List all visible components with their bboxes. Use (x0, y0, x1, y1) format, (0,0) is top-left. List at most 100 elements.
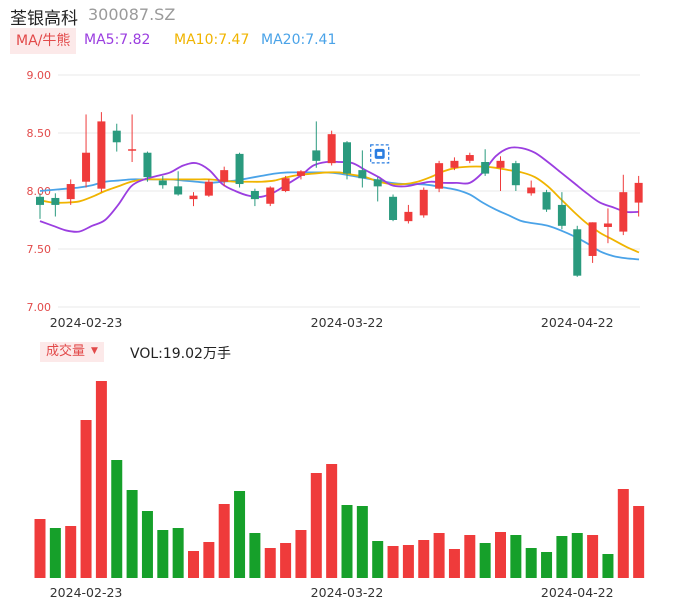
volume-bar (172, 528, 184, 578)
candle-body (51, 197, 60, 205)
candle (97, 112, 106, 193)
volume-bar (249, 533, 261, 578)
candle (496, 156, 505, 191)
candle (481, 149, 490, 176)
marker-frame (370, 144, 390, 164)
volume-bar (525, 548, 537, 578)
volume-bars (34, 381, 645, 578)
volume-bar (34, 519, 46, 578)
volume-bar (341, 505, 353, 578)
price-x-axis: 2024-02-23 2024-03-22 2024-04-22 (50, 315, 614, 330)
candle-body (603, 223, 612, 227)
candle-body (97, 121, 106, 189)
candle-body (588, 222, 597, 256)
candle (358, 150, 367, 188)
candle (250, 188, 259, 207)
candle (557, 192, 566, 230)
candle (511, 160, 520, 191)
volume-bar (111, 460, 123, 578)
candle (174, 171, 183, 196)
volume-bar (264, 548, 276, 578)
volume-x-label: 2024-03-22 (311, 585, 384, 600)
ma5-line (39, 146, 640, 233)
candle (220, 166, 229, 187)
candle-body (527, 187, 536, 194)
volume-selector-label: 成交量 (46, 344, 86, 359)
volume-bar (402, 545, 414, 578)
candle (112, 123, 121, 152)
volume-bar (602, 554, 614, 578)
ma10-line (39, 165, 640, 254)
candlestick-chart[interactable]: 9.00 8.50 8.00 7.50 7.00 2024-02-23 2024-03-2… (0, 0, 686, 340)
candle-body (82, 152, 91, 182)
candle (189, 192, 198, 207)
stock-name: 荃银高科 (10, 9, 78, 29)
candle (619, 174, 628, 236)
candle-body (573, 229, 582, 276)
candle (36, 193, 44, 219)
volume-bar (541, 552, 553, 578)
volume-bar (479, 543, 491, 578)
volume-bar (188, 551, 199, 578)
candle (542, 189, 551, 212)
volume-bar (203, 542, 215, 578)
candle-body (373, 179, 382, 187)
candle (296, 170, 305, 180)
candle-body (235, 153, 244, 185)
candle-body (36, 196, 44, 205)
candle-body (312, 150, 321, 161)
candle (465, 152, 474, 164)
volume-bar (372, 541, 384, 578)
candle (281, 175, 290, 193)
volume-bar (295, 530, 307, 578)
volume-selector-button[interactable]: 成交量 ▼ (40, 342, 104, 362)
candle-body (343, 142, 351, 174)
candle-body (174, 186, 183, 195)
volume-bar (433, 533, 445, 578)
candle (327, 130, 336, 166)
candle-body (128, 149, 137, 151)
volume-chart[interactable]: 2024-02-23 2024-03-22 2024-04-22 (0, 360, 686, 606)
candle-body (66, 184, 75, 200)
price-x-label: 2024-03-22 (311, 315, 384, 330)
price-x-label: 2024-02-23 (50, 315, 123, 330)
volume-bar (280, 543, 292, 578)
ma20-legend: MA20:7.41 (261, 32, 337, 48)
candle (51, 193, 60, 217)
ma20-line (39, 171, 640, 261)
candle-body (358, 170, 367, 179)
volume-bar (356, 506, 368, 578)
price-tick-label: 7.00 (27, 301, 52, 314)
volume-value: VOL:19.02万手 (130, 346, 231, 362)
candle (373, 177, 382, 202)
candle (235, 152, 244, 188)
volume-bar (510, 535, 522, 578)
ma-selector-button[interactable]: MA/牛熊 (10, 28, 77, 54)
volume-bar (556, 536, 568, 578)
candle (573, 225, 582, 277)
candle (128, 114, 137, 162)
candle (450, 157, 459, 171)
volume-bar (571, 533, 583, 578)
price-axis: 9.00 8.50 8.00 7.50 7.00 (27, 69, 52, 314)
volume-bar (495, 532, 506, 578)
candle-body (450, 160, 459, 168)
volume-bar (218, 504, 230, 578)
volume-bar (617, 489, 629, 578)
candle-body (327, 134, 336, 164)
ma5-legend: MA5:7.82 (84, 32, 151, 48)
candle-body (296, 171, 305, 176)
candle-body (220, 170, 229, 182)
candle-body (557, 204, 566, 226)
volume-bar (126, 490, 138, 578)
candle (266, 186, 275, 207)
candle-body (634, 182, 643, 203)
candle (389, 194, 398, 222)
event-marker-icon (370, 144, 390, 164)
candles (36, 112, 643, 277)
volume-bar (234, 491, 246, 578)
candle-body (112, 130, 121, 143)
candle (66, 179, 75, 205)
volume-bar (418, 540, 430, 578)
volume-bar (587, 535, 599, 578)
